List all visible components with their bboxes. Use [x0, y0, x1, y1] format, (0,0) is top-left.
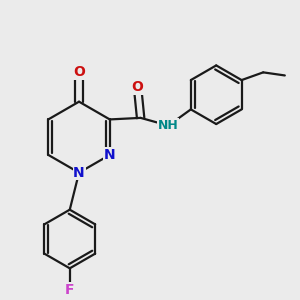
Text: F: F [65, 283, 74, 297]
Text: NH: NH [158, 119, 179, 132]
Text: O: O [73, 65, 85, 80]
Text: O: O [132, 80, 143, 94]
Text: N: N [73, 166, 85, 180]
Text: N: N [104, 148, 116, 162]
